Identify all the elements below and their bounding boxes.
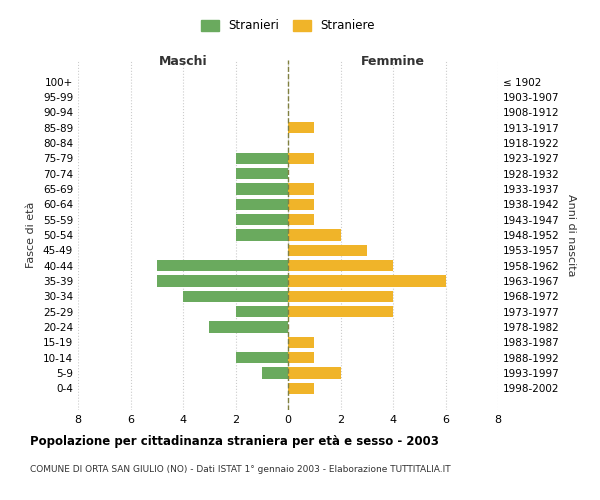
Bar [157, 276, 288, 287]
Bar [235, 152, 288, 164]
Y-axis label: Anni di nascita: Anni di nascita [566, 194, 576, 276]
Bar [288, 214, 314, 226]
Bar [157, 260, 288, 272]
Bar [288, 336, 314, 348]
Bar [235, 214, 288, 226]
Bar [235, 306, 288, 318]
Bar [288, 276, 445, 287]
Text: Popolazione per cittadinanza straniera per età e sesso - 2003: Popolazione per cittadinanza straniera p… [30, 435, 439, 448]
Bar [288, 244, 367, 256]
Bar [288, 368, 341, 379]
Bar [183, 290, 288, 302]
Text: Femmine: Femmine [361, 55, 425, 68]
Bar [235, 168, 288, 179]
Bar [235, 198, 288, 210]
Bar [288, 183, 314, 194]
Bar [262, 368, 288, 379]
Bar [288, 152, 314, 164]
Bar [288, 198, 314, 210]
Bar [288, 260, 393, 272]
Legend: Stranieri, Straniere: Stranieri, Straniere [197, 16, 379, 36]
Bar [288, 290, 393, 302]
Bar [235, 229, 288, 241]
Bar [235, 352, 288, 364]
Bar [288, 306, 393, 318]
Bar [288, 229, 341, 241]
Bar [288, 382, 314, 394]
Bar [209, 322, 288, 333]
Text: Maschi: Maschi [158, 55, 208, 68]
Bar [288, 122, 314, 134]
Bar [235, 183, 288, 194]
Bar [288, 352, 314, 364]
Y-axis label: Fasce di età: Fasce di età [26, 202, 36, 268]
Text: COMUNE DI ORTA SAN GIULIO (NO) - Dati ISTAT 1° gennaio 2003 - Elaborazione TUTTI: COMUNE DI ORTA SAN GIULIO (NO) - Dati IS… [30, 465, 451, 474]
